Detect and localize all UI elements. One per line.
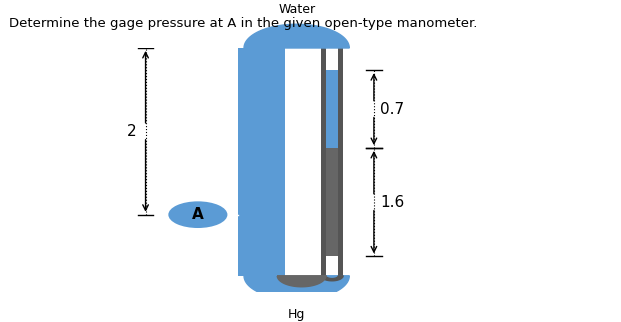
- Text: Hg: Hg: [288, 308, 306, 321]
- Polygon shape: [326, 48, 338, 276]
- Polygon shape: [321, 48, 343, 276]
- Polygon shape: [238, 48, 284, 276]
- Polygon shape: [277, 37, 326, 48]
- Polygon shape: [277, 47, 326, 48]
- Polygon shape: [321, 276, 343, 281]
- Polygon shape: [277, 276, 326, 287]
- Polygon shape: [244, 24, 349, 48]
- Polygon shape: [2, 0, 619, 19]
- Text: A: A: [192, 207, 204, 222]
- Text: 0.7: 0.7: [380, 102, 404, 117]
- Text: 1.6: 1.6: [380, 195, 404, 210]
- Polygon shape: [244, 276, 349, 299]
- Polygon shape: [245, 48, 277, 276]
- Polygon shape: [245, 259, 277, 276]
- Polygon shape: [2, 20, 232, 48]
- Text: Water: Water: [278, 3, 315, 16]
- Circle shape: [168, 201, 227, 228]
- Polygon shape: [326, 70, 338, 148]
- Text: Determine the gage pressure at A in the given open-type manometer.: Determine the gage pressure at A in the …: [9, 17, 478, 31]
- Polygon shape: [326, 148, 338, 256]
- Text: 2: 2: [127, 124, 137, 139]
